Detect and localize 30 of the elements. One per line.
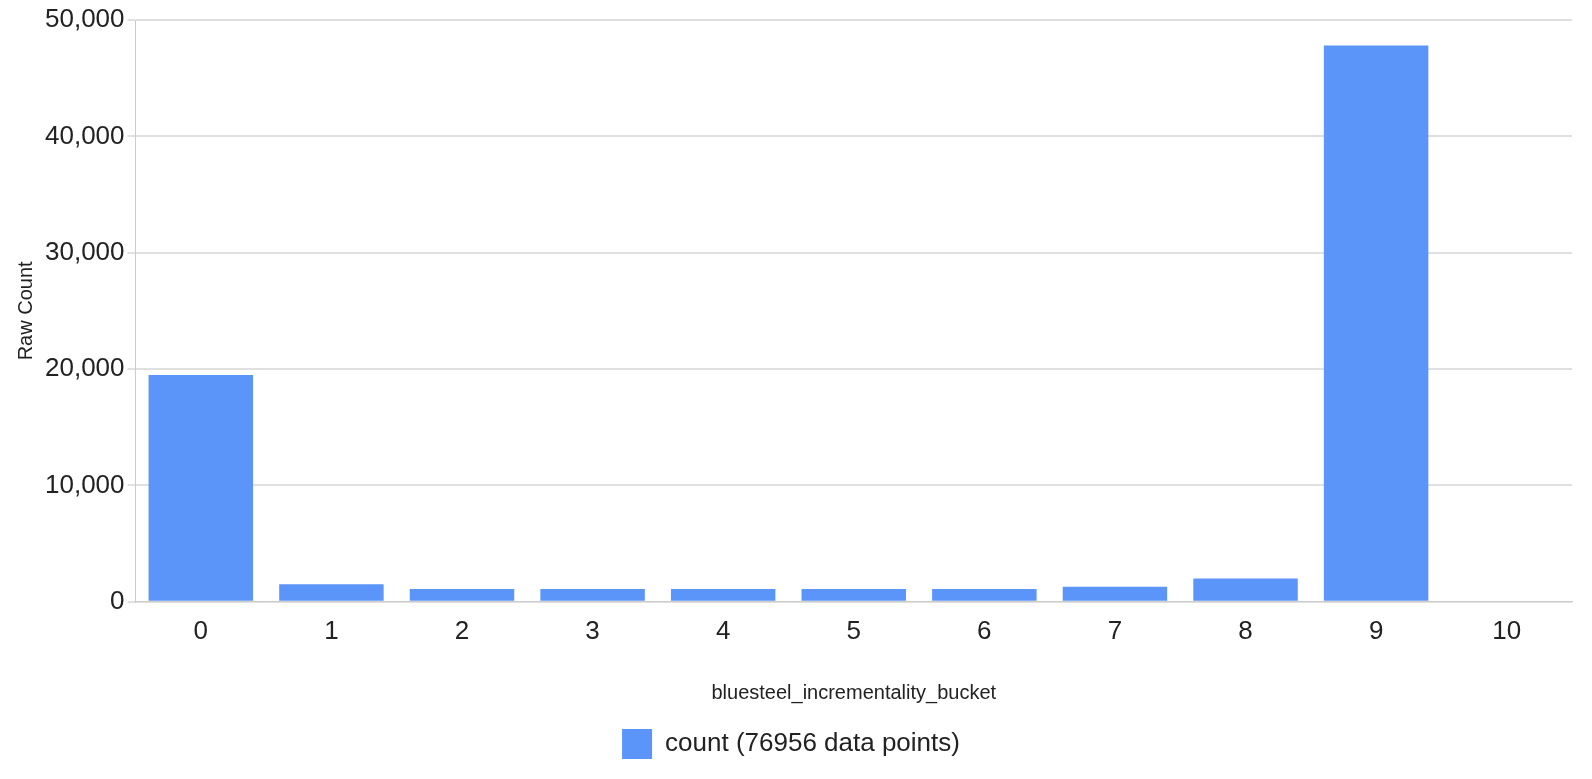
bar	[540, 589, 645, 601]
x-tick-label: 3	[585, 614, 600, 645]
y-tick-label: 30,000	[44, 235, 125, 266]
bar	[801, 589, 906, 601]
x-axis-title: bluesteel_incrementality_bucket	[711, 680, 997, 704]
bar	[670, 589, 776, 601]
x-tick-label: 5	[846, 614, 861, 645]
bar	[1323, 45, 1429, 601]
y-tick-label: 50,000	[44, 3, 125, 34]
y-tick-label: 20,000	[44, 352, 125, 383]
x-tick-label: 9	[1368, 614, 1384, 645]
x-tick-label: 1	[324, 614, 339, 645]
y-axis-title: Raw Count	[13, 260, 36, 361]
x-tick-label: 6	[977, 614, 992, 645]
x-tick-label: 10	[1492, 614, 1522, 645]
y-tick-label: 40,000	[44, 119, 125, 150]
bar	[148, 374, 254, 601]
x-tick-label: 0	[193, 614, 209, 645]
bar	[1062, 586, 1168, 601]
x-tick-label: 8	[1238, 614, 1253, 645]
y-tick-label: 0	[110, 584, 125, 615]
x-tick-label: 4	[715, 614, 731, 645]
x-tick-label: 2	[454, 614, 470, 645]
legend-label: count (76956 data points)	[665, 727, 960, 758]
bar	[409, 589, 515, 601]
bar	[279, 584, 384, 601]
y-tick-label: 10,000	[44, 468, 125, 499]
x-tick-label: 7	[1107, 614, 1123, 645]
bar	[1193, 578, 1298, 601]
bar	[932, 589, 1037, 601]
